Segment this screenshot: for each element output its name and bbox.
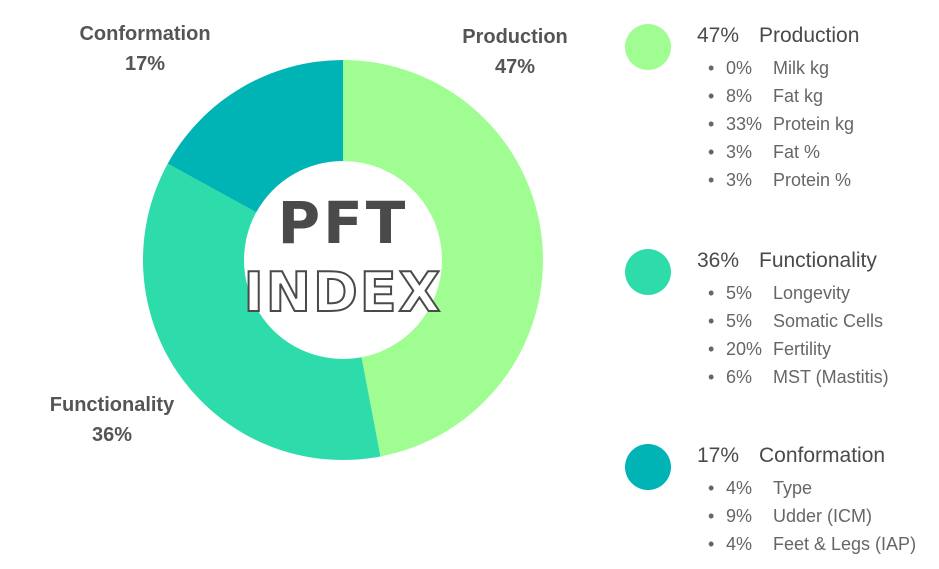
legend-item-label: Type [773,478,813,498]
slice-label-production: Production 47% [462,22,568,82]
legend-heading-name: Functionality [759,249,877,272]
donut-slice-functionality [142,163,381,460]
legend-heading-production: 47% Production [697,24,859,48]
legend-item: • 8% Fat kg [708,82,854,110]
bullet-icon: • [708,478,715,498]
legend-item: • 3% Fat % [708,138,854,166]
legend-item: • 4% Feet & Legs (IAP) [708,530,916,558]
bullet-icon: • [708,506,715,526]
legend-heading-functionality: 36% Functionality [697,249,877,273]
legend-item-label: Fat kg [773,86,824,106]
bullet-icon: • [708,534,715,554]
bullet-icon: • [708,114,715,134]
bullet-icon: • [708,339,715,359]
legend-item-pct: 5% [726,311,753,331]
legend-item: • 20% Fertility [708,335,889,363]
bullet-icon: • [708,58,715,78]
legend-item-pct: 33% [726,114,763,134]
legend-item-label: Fat % [773,142,821,162]
legend-item-pct: 3% [726,142,753,162]
legend-item: • 0% Milk kg [708,54,854,82]
legend-item: • 5% Somatic Cells [708,307,889,335]
legend-list-production: • 0% Milk kg • 8% Fat kg • 33% Protein kg • 3% F… [708,54,854,194]
slice-label-functionality-name: Functionality [49,394,175,416]
legend-dot-functionality [625,249,671,295]
legend-heading-conformation: 17% Conformation [697,444,885,468]
legend-item-pct: 4% [726,534,753,554]
bullet-icon: • [708,170,715,190]
bullet-icon: • [708,367,715,387]
legend-item-label: Fertility [773,339,831,359]
legend-item-label: MST (Mastitis) [773,367,889,387]
legend-item: • 33% Protein kg [708,110,854,138]
center-title-pft: PFT [277,189,409,257]
slice-label-conformation: Conformation 17% [79,19,210,79]
legend-item-label: Somatic Cells [773,311,884,331]
legend-heading-pct: 47% [697,24,740,47]
legend-list-functionality: • 5% Longevity • 5% Somatic Cells • 20% Fertil… [708,279,889,391]
legend-item-pct: 0% [726,58,753,78]
legend-heading-pct: 36% [697,249,740,272]
legend-item: • 5% Longevity [708,279,889,307]
slice-label-functionality: Functionality 36% [50,390,174,450]
legend-item: • 4% Type [708,474,916,502]
donut-slice-conformation [167,60,343,213]
legend-item: • 3% Protein % [708,166,854,194]
slice-label-production-name: Production [462,26,568,48]
legend-list-conformation: • 4% Type • 9% Udder (ICM) • 4% Feet & Legs (I… [708,474,916,558]
legend-item-pct: 9% [726,506,753,526]
donut-slice-production [343,60,544,457]
legend-item: • 9% Udder (ICM) [708,502,916,530]
slice-label-production-pct: 47% [494,56,536,78]
legend-item-label: Longevity [773,283,851,303]
legend-item-pct: 3% [726,170,753,190]
bullet-icon: • [708,311,715,331]
legend-item-label: Feet & Legs (IAP) [773,534,917,554]
legend-heading-pct: 17% [697,444,740,467]
legend-item-label: Protein % [773,170,852,190]
bullet-icon: • [708,283,715,303]
legend-dot-conformation [625,444,671,490]
slice-label-functionality-pct: 36% [91,424,133,446]
bullet-icon: • [708,142,715,162]
legend-heading-name: Production [759,24,860,47]
slice-label-conformation-pct: 17% [124,53,166,75]
legend-item-label: Protein kg [773,114,855,134]
slice-label-conformation-name: Conformation [79,23,211,45]
legend-item-pct: 4% [726,478,753,498]
legend-dot-production [625,24,671,70]
legend-item-pct: 6% [726,367,753,387]
legend-heading-name: Conformation [759,444,886,467]
legend-item-label: Milk kg [773,58,830,78]
legend-item-label: Udder (ICM) [773,506,873,526]
legend-item-pct: 20% [726,339,763,359]
legend-item-pct: 8% [726,86,753,106]
bullet-icon: • [708,86,715,106]
legend-item-pct: 5% [726,283,753,303]
legend-item: • 6% MST (Mastitis) [708,363,889,391]
center-title-index: INDEX [243,260,443,325]
